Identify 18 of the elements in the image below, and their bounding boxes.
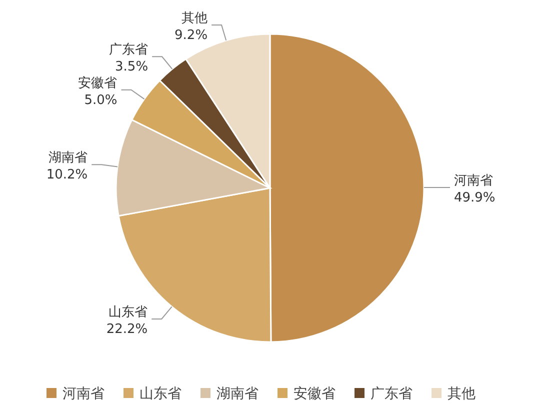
legend-label: 其他: [448, 386, 476, 402]
data-label: 3.5%: [115, 60, 148, 75]
slice-label: 山东省: [108, 304, 148, 320]
slice-label: 河南省: [454, 173, 493, 188]
slice-label: 其他: [182, 11, 208, 26]
data-label: 10.2%: [46, 168, 88, 183]
legend-label: 河南省: [62, 386, 104, 402]
slice-label: 安徽省: [78, 74, 118, 91]
data-label: 9.2%: [174, 28, 208, 44]
legend-label: 安徽省: [294, 386, 336, 402]
slice-label: 湖南省: [48, 150, 88, 166]
data-label: 49.9%: [454, 190, 496, 206]
legend-label: 广东省: [370, 386, 412, 402]
legend-label: 湖南省: [216, 386, 258, 402]
data-label: 22.2%: [106, 322, 148, 337]
slice-label: 广东省: [109, 42, 148, 58]
legend-label: 山东省: [140, 386, 182, 402]
data-label: 5.0%: [84, 92, 118, 108]
